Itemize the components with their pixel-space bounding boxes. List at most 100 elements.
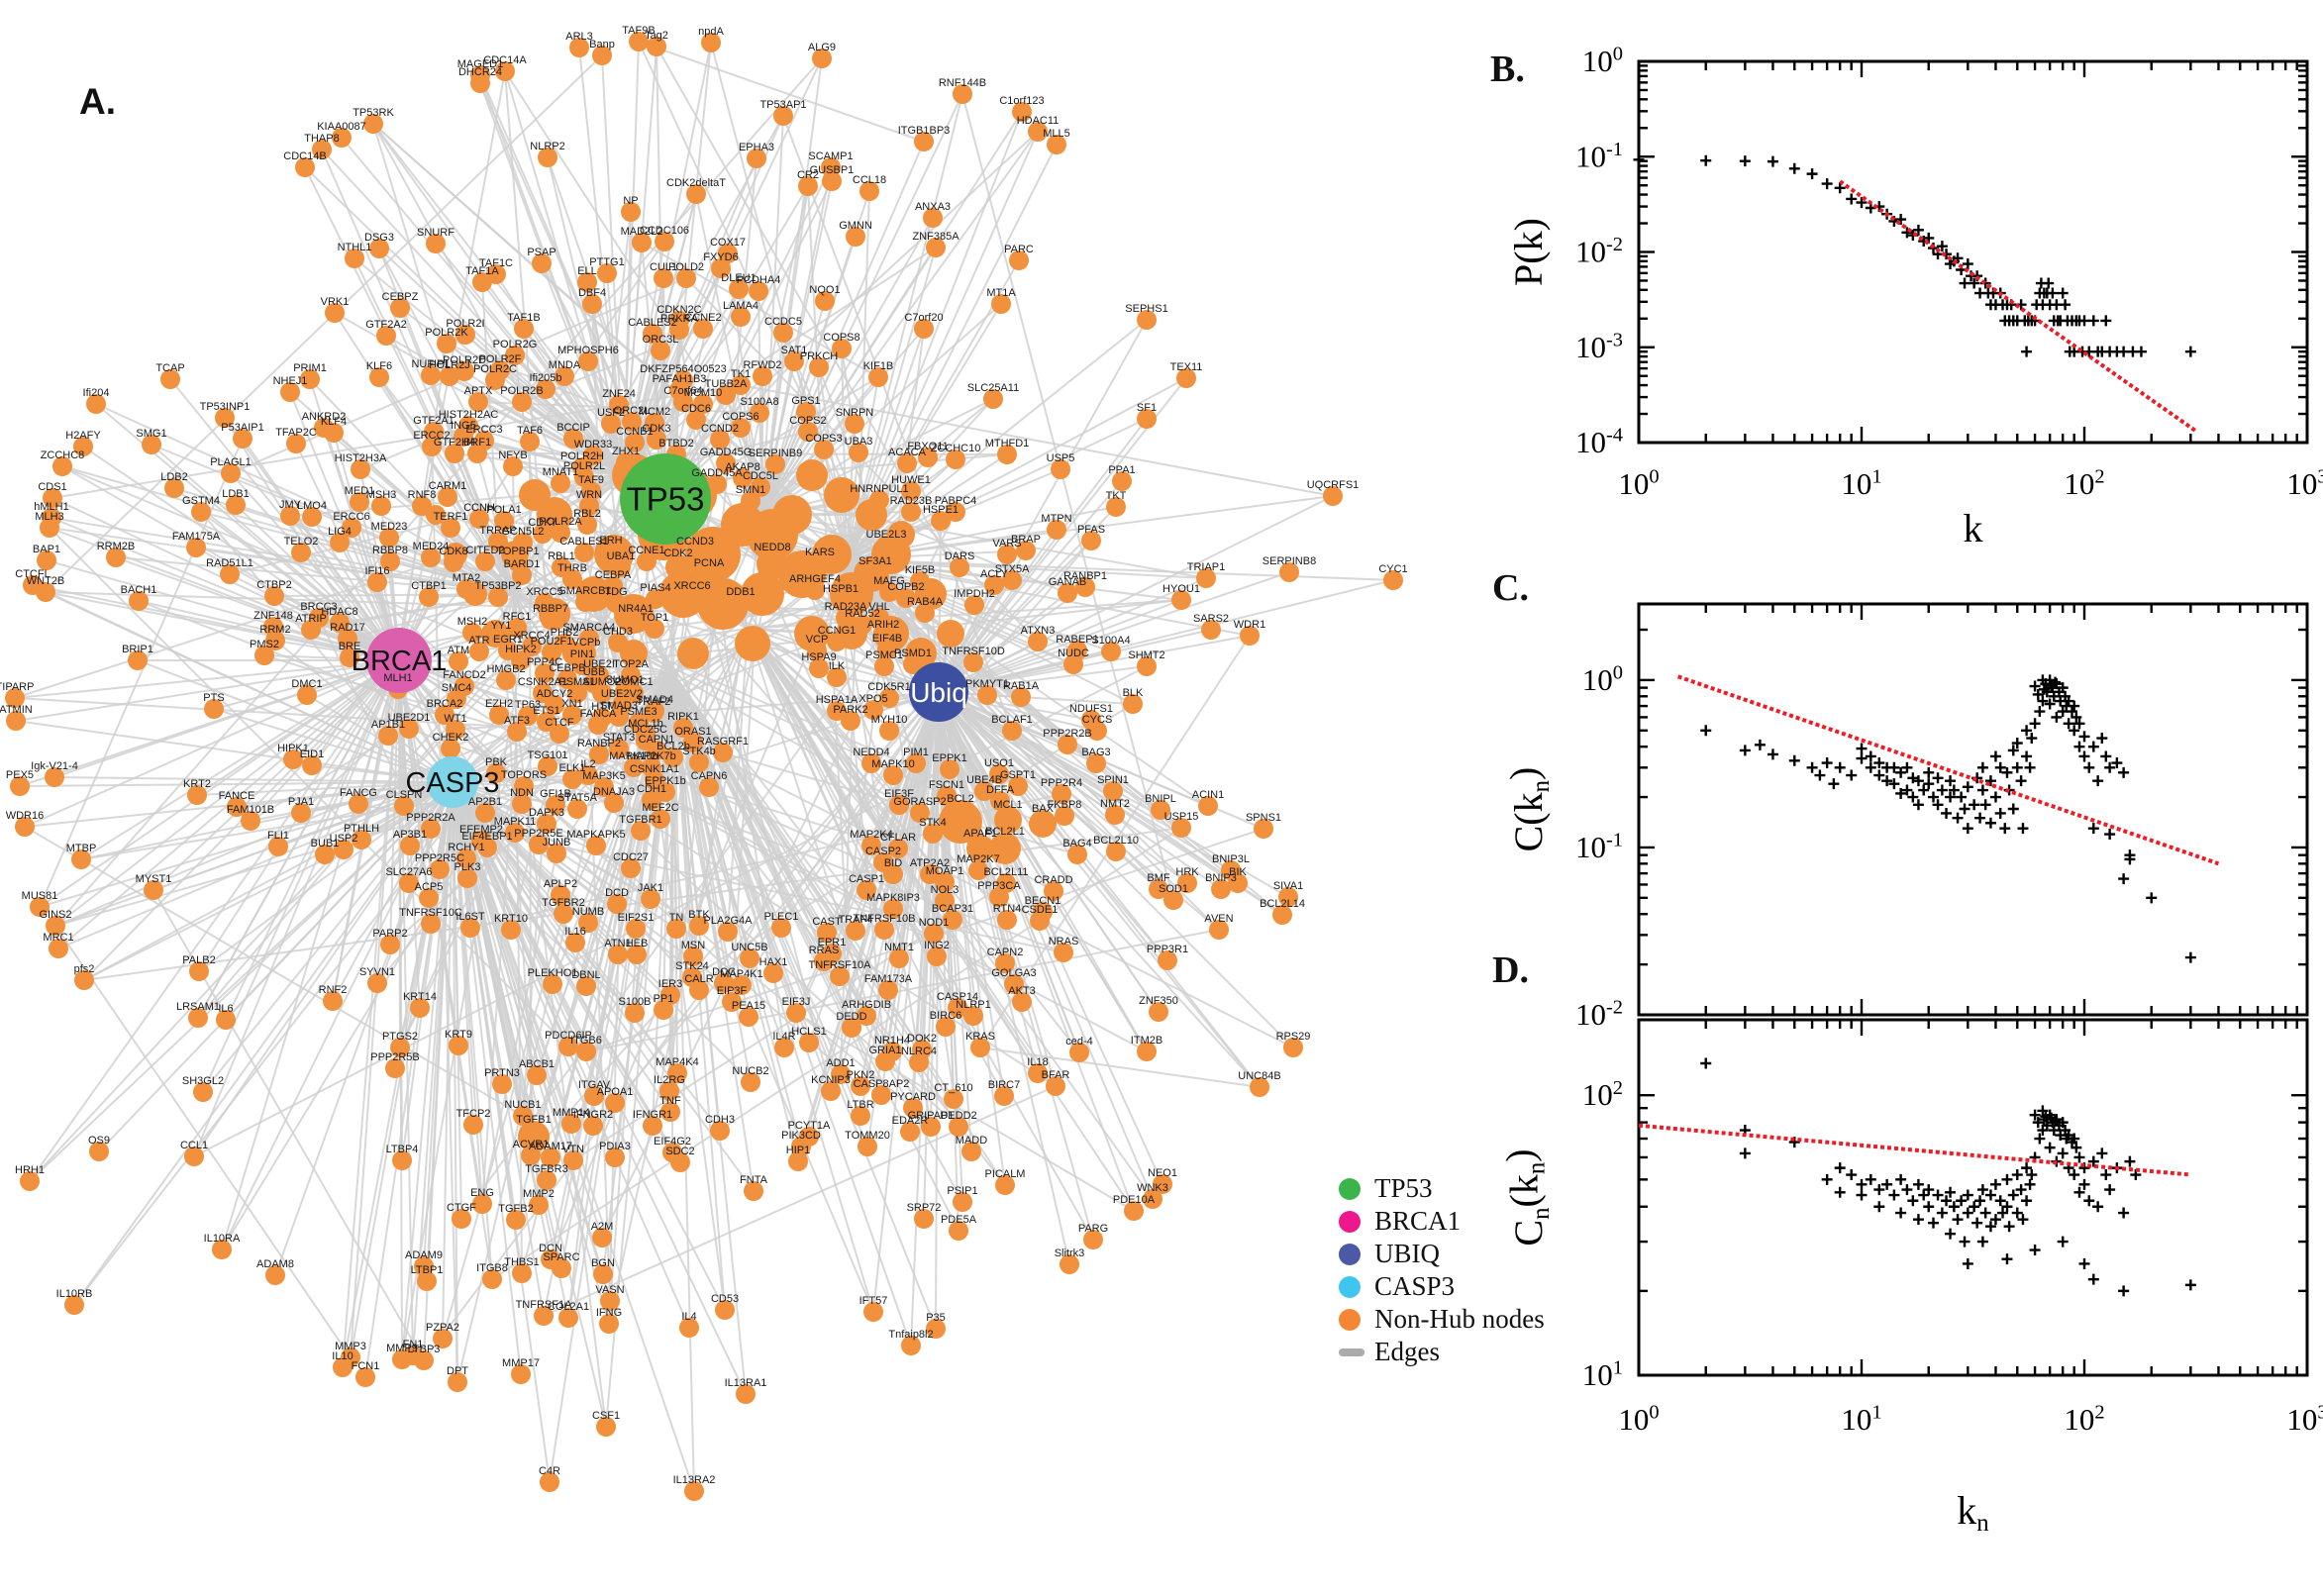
network-node [736,1384,756,1404]
network-node [711,258,731,278]
network-node [631,821,651,841]
network-node [302,755,322,775]
network-node [369,239,389,258]
network-node [915,603,935,623]
network-node-label: MT1A [986,287,1016,299]
network-node [355,1367,375,1387]
network-node [830,966,850,986]
network-node-label: MSH3 [366,489,397,501]
network-node [731,593,751,613]
network-node [990,791,1010,811]
network-node-label: PPP2R5C [415,852,464,864]
network-node [511,650,531,670]
network-node [744,1181,763,1201]
tick-label: 10-1 [1575,830,1623,864]
network-node-label: HIST2H3A [335,452,387,464]
network-node [380,935,400,954]
network-node [812,49,832,68]
network-node [621,858,641,878]
network-node [861,753,881,773]
network-node [562,705,582,725]
tick-label: 101 [1841,466,1881,501]
network-node [501,920,521,940]
network-node [798,422,818,442]
network-node [489,705,509,725]
network-node [667,1063,687,1083]
network-node [540,1472,559,1492]
network-node [997,545,1017,564]
network-node-label: KRT10 [494,913,528,925]
network-node [809,357,829,377]
network-node [874,920,894,940]
network-node-label: ELL [577,265,597,277]
network-node [546,795,565,815]
network-node [751,477,770,497]
network-node [740,948,759,968]
network-node [505,346,525,365]
network-node [221,463,241,483]
network-node [1151,800,1170,820]
network-node [1201,620,1221,640]
network-node [914,132,934,151]
network-node [773,106,793,126]
panel-a-label: A. [79,81,116,122]
network-node [647,37,666,56]
legend-label: Edges [1374,1337,1440,1366]
network-node [896,588,916,608]
network-node [557,669,577,689]
legend-label: BRCA1 [1374,1206,1462,1236]
network-node [625,433,645,452]
network-node-label: JUNB [543,837,571,848]
network-node [647,741,666,760]
network-node [647,430,666,449]
network-node [534,1306,554,1326]
network-node [1083,1230,1103,1249]
network-node [875,1051,895,1071]
network-node [463,1115,483,1135]
network-node-label: DLEU1 [721,272,756,284]
network-node [669,320,689,340]
network-node [651,809,670,829]
plot-frame [1637,1018,2309,1377]
network-node-label: PSAP [527,247,556,258]
network-node [931,511,951,531]
network-node [569,38,589,57]
network-node [936,1017,956,1037]
network-node [814,440,834,459]
network-node-label: PPP2R5E [514,828,563,840]
network-node-label: FANCG [340,787,377,799]
network-node [609,739,629,758]
network-node [701,33,721,52]
network-node [1002,570,1022,590]
network-node-label: BRE [339,641,361,652]
network-node [1012,102,1032,122]
tick-label: 10-2 [1575,234,1623,268]
network-node [567,799,587,819]
network-node [1323,486,1343,506]
network-node [376,326,396,346]
network-node [939,800,982,844]
hub-node-tp53 [620,453,711,545]
network-node [521,1146,541,1165]
network-node [449,651,468,671]
network-node [191,502,211,522]
network-node [888,839,908,858]
network-node [333,1357,353,1377]
network-node-label: NHEJ1 [273,375,308,387]
network-node-label: CTCFL [15,568,50,580]
network-node [452,1209,471,1229]
network-node-label: GMNN [839,220,872,232]
network-node [414,1256,434,1276]
tick-label: 10-2 [1575,997,1623,1032]
network-node-label: SLC27A6 [385,866,432,878]
network-node [563,429,583,449]
network-node [369,367,389,387]
network-node [449,1036,468,1055]
network-node [385,1058,405,1078]
network-node [989,764,1009,784]
network-node [129,591,149,611]
network-node [492,1074,512,1094]
network-node [541,1147,560,1167]
network-node [935,891,955,911]
